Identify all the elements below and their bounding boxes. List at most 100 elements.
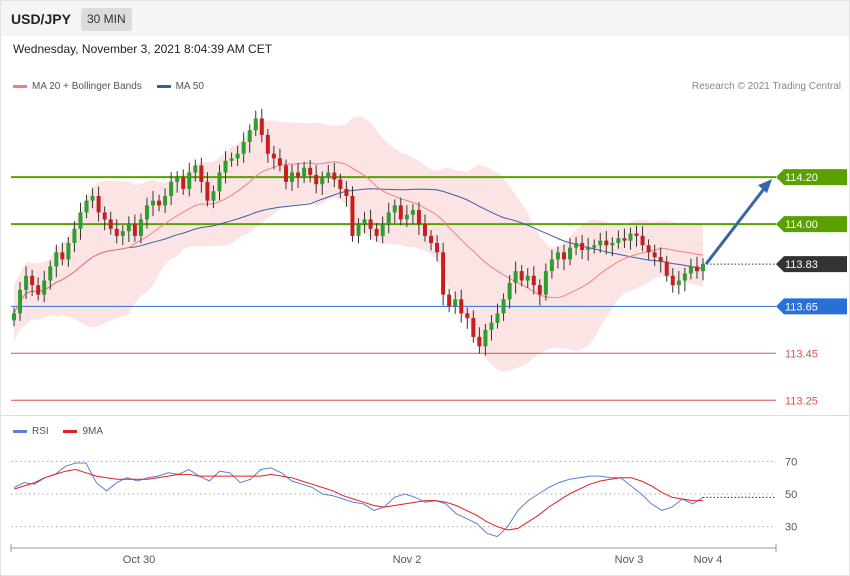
candle-body	[120, 231, 125, 236]
candle-body	[24, 275, 29, 290]
candle	[132, 214, 137, 242]
candle-body	[211, 191, 216, 201]
candle-body	[157, 200, 162, 206]
candle-body	[531, 275, 536, 286]
panel-separator	[1, 415, 849, 416]
level-tag-0: 114.20	[776, 169, 847, 186]
candle-body	[72, 228, 77, 243]
candle	[507, 275, 512, 309]
ma20-legend-label: MA 20 + Bollinger Bands	[32, 81, 142, 92]
candle-body	[380, 224, 385, 236]
candle	[525, 268, 530, 289]
candle-body	[308, 167, 313, 175]
candle-body	[477, 336, 482, 347]
candle	[598, 232, 603, 253]
candle-body	[235, 153, 240, 159]
candle	[471, 310, 476, 343]
candle	[616, 230, 621, 249]
candle	[66, 237, 71, 267]
candle-body	[114, 228, 119, 236]
candle-body	[543, 271, 548, 295]
candle-body	[314, 174, 319, 185]
candle-body	[259, 118, 264, 135]
candle-body	[78, 212, 83, 229]
candle-body	[495, 313, 500, 323]
candle-body	[513, 271, 518, 283]
candle	[114, 219, 119, 244]
candle	[561, 244, 566, 271]
candle	[404, 205, 409, 227]
candle-body	[652, 252, 657, 258]
candle-body	[229, 158, 234, 161]
level-label-1: 114.00	[785, 219, 818, 231]
candle	[60, 242, 65, 266]
candle-body	[483, 329, 488, 347]
candle-body	[223, 160, 228, 173]
candle	[701, 258, 705, 281]
candle	[344, 181, 349, 207]
candle-body	[604, 240, 609, 246]
candle-body	[205, 181, 210, 201]
candle-body	[126, 224, 131, 232]
candle	[151, 191, 156, 217]
candle	[592, 239, 597, 254]
candle	[555, 246, 560, 269]
candle	[96, 186, 101, 222]
candle-body	[138, 219, 143, 236]
ma20-line	[13, 161, 704, 314]
candle	[604, 230, 609, 255]
candle	[187, 162, 192, 197]
candle	[676, 270, 681, 295]
candle	[586, 238, 591, 261]
candle	[205, 172, 210, 207]
candle	[374, 222, 379, 242]
candle	[435, 235, 440, 262]
candle	[308, 160, 313, 183]
candle-body	[574, 242, 579, 248]
candle-body	[296, 172, 301, 178]
candle-body	[555, 252, 560, 260]
candle-body	[42, 280, 47, 295]
symbol-title: USD/JPY	[11, 11, 71, 27]
candle-body	[580, 242, 585, 250]
candle-body	[507, 282, 512, 300]
candle-body	[398, 205, 403, 220]
candle	[78, 202, 83, 240]
timeframe-badge[interactable]: 30 MIN	[81, 8, 132, 31]
candle-body	[132, 224, 137, 236]
candle-body	[682, 273, 687, 281]
candle	[622, 228, 627, 249]
rsi-line	[13, 462, 704, 538]
candle-body	[416, 210, 421, 225]
candle	[326, 164, 331, 184]
candle-body	[54, 252, 59, 267]
candle	[513, 261, 518, 294]
rsi-tick-30: 30	[785, 522, 797, 534]
candle-body	[181, 177, 186, 189]
candle	[120, 225, 125, 246]
candle-body	[465, 313, 470, 319]
candle-body	[253, 118, 258, 131]
candle	[296, 162, 301, 188]
candle-body	[144, 205, 149, 220]
level-tag-3: 113.65	[776, 298, 847, 315]
candle	[108, 211, 113, 235]
candle	[549, 249, 554, 279]
candle-body	[175, 177, 180, 182]
candle-body	[283, 165, 288, 182]
candle	[398, 197, 403, 226]
candle	[441, 242, 446, 306]
candle	[320, 171, 325, 196]
candle	[356, 218, 361, 244]
candle	[163, 188, 168, 213]
candle-body	[265, 134, 270, 154]
credit-text: Research © 2021 Trading Central	[691, 81, 841, 92]
candle	[290, 164, 295, 192]
candle	[531, 266, 536, 295]
candle-body	[568, 247, 573, 260]
x-tick-label: Nov 3	[615, 554, 644, 566]
candle-body	[271, 153, 276, 159]
candle	[447, 288, 452, 313]
level-label-3: 113.65	[785, 301, 818, 313]
candle	[664, 255, 669, 282]
